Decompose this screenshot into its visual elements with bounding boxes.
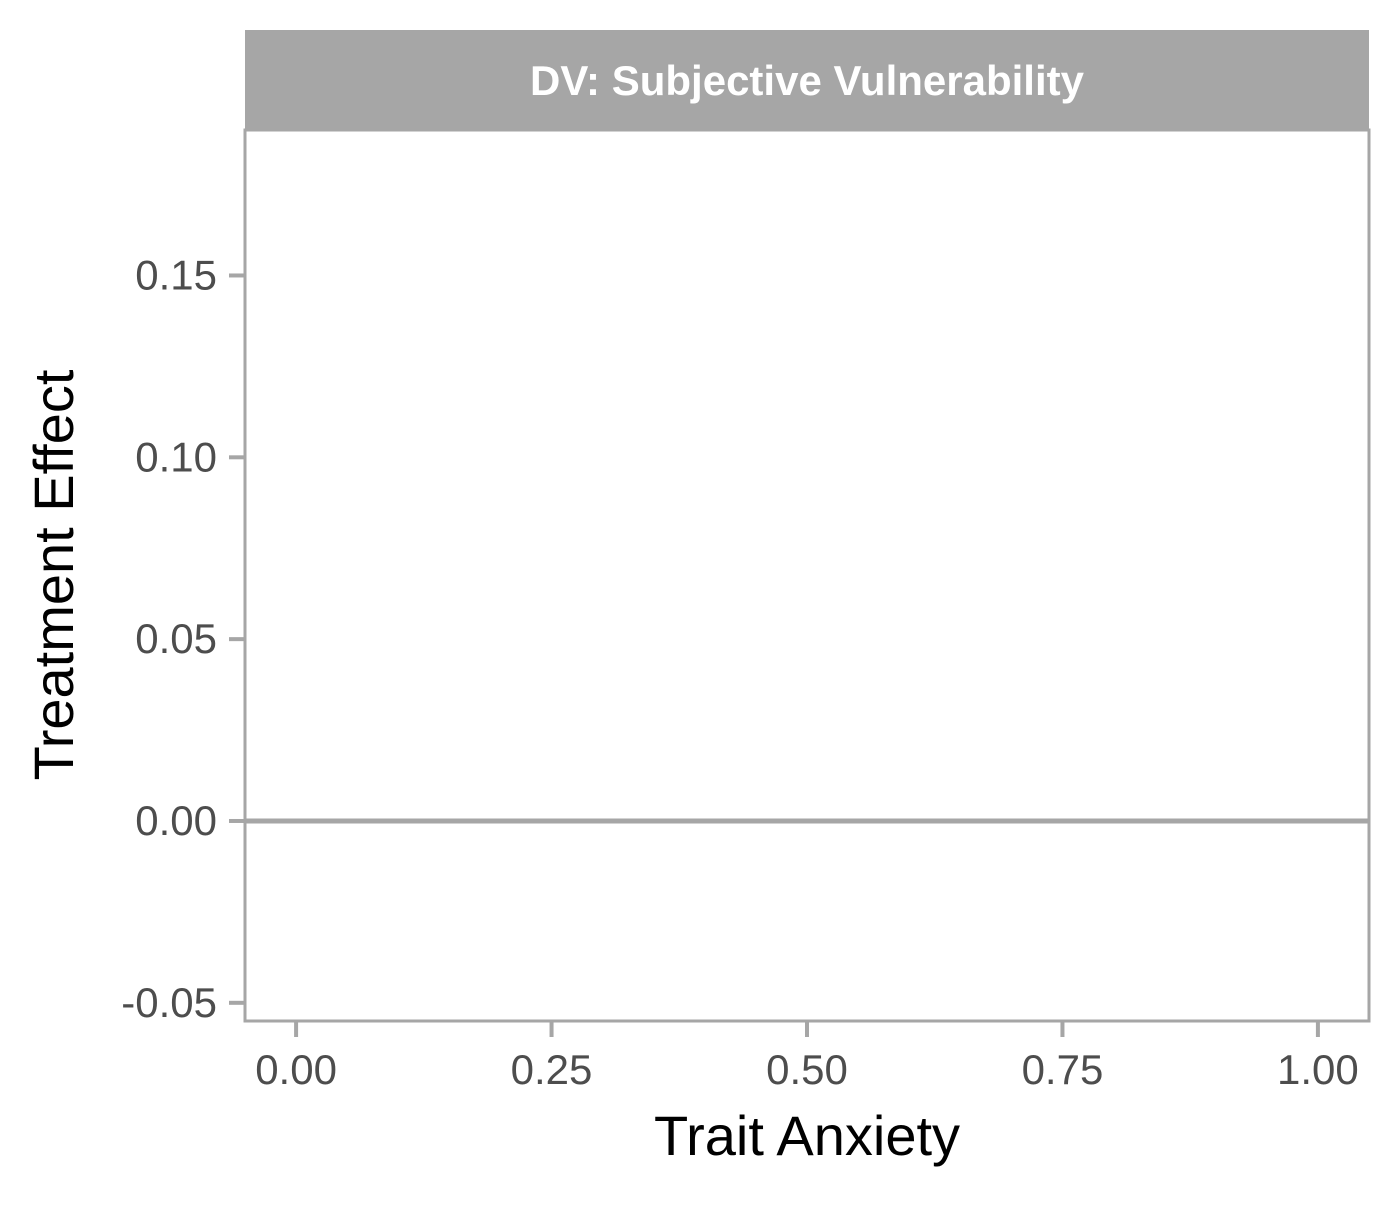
y-tick-label: 0.15 [135,251,217,298]
y-tick-label: 0.05 [135,615,217,662]
x-tick-label: 0.75 [1022,1046,1104,1093]
x-tick-label: 0.00 [255,1046,337,1093]
y-axis: -0.05 0.00 0.05 0.10 0.15 [121,251,245,1026]
x-tick-label: 0.50 [766,1046,848,1093]
x-axis-title: Trait Anxiety [654,1104,960,1167]
y-tick-label: 0.10 [135,433,217,480]
y-tick-label: 0.00 [135,797,217,844]
facet-strip [245,30,1369,130]
plot-panel [245,130,1369,1021]
facet-title: DV: Subjective Vulnerability [530,57,1085,104]
x-tick-label: 1.00 [1277,1046,1359,1093]
y-tick-label: -0.05 [121,979,217,1026]
x-tick-label: 0.25 [511,1046,593,1093]
y-axis-title: Treatment Effect [22,369,85,780]
x-axis: 0.00 0.25 0.50 0.75 1.00 [255,1021,1359,1093]
